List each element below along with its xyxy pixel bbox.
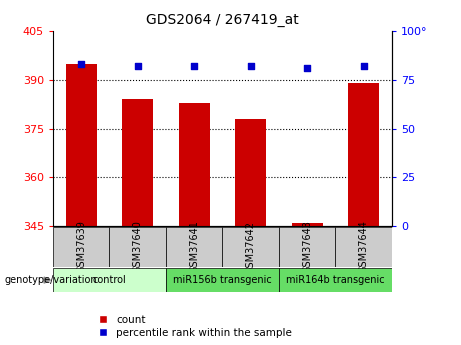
Point	[77, 61, 85, 67]
Bar	[222, 227, 279, 267]
Bar	[279, 227, 336, 267]
Bar	[235, 119, 266, 226]
Bar	[53, 227, 110, 267]
Point	[360, 63, 367, 69]
Bar	[336, 227, 392, 267]
Bar	[66, 63, 97, 226]
Bar	[279, 268, 392, 292]
Text: control: control	[93, 275, 126, 285]
Bar	[179, 102, 210, 226]
Text: GSM37643: GSM37643	[302, 220, 312, 274]
Text: GSM37640: GSM37640	[133, 220, 143, 274]
Legend: count, percentile rank within the sample: count, percentile rank within the sample	[97, 315, 292, 338]
Bar	[166, 227, 222, 267]
Point	[303, 65, 311, 71]
Text: miR164b transgenic: miR164b transgenic	[286, 275, 384, 285]
Point	[134, 63, 142, 69]
Bar	[110, 227, 166, 267]
Bar	[348, 83, 379, 226]
Text: GSM37642: GSM37642	[246, 220, 256, 274]
Bar	[166, 268, 279, 292]
Bar	[122, 99, 153, 226]
Text: GSM37641: GSM37641	[189, 220, 199, 274]
Text: GSM37639: GSM37639	[76, 220, 86, 274]
Point	[190, 63, 198, 69]
Point	[247, 63, 254, 69]
Text: miR156b transgenic: miR156b transgenic	[173, 275, 272, 285]
Text: genotype/variation: genotype/variation	[5, 275, 97, 285]
Bar	[292, 223, 323, 226]
Title: GDS2064 / 267419_at: GDS2064 / 267419_at	[146, 13, 299, 27]
Bar	[53, 268, 166, 292]
Text: GSM37644: GSM37644	[359, 220, 369, 274]
